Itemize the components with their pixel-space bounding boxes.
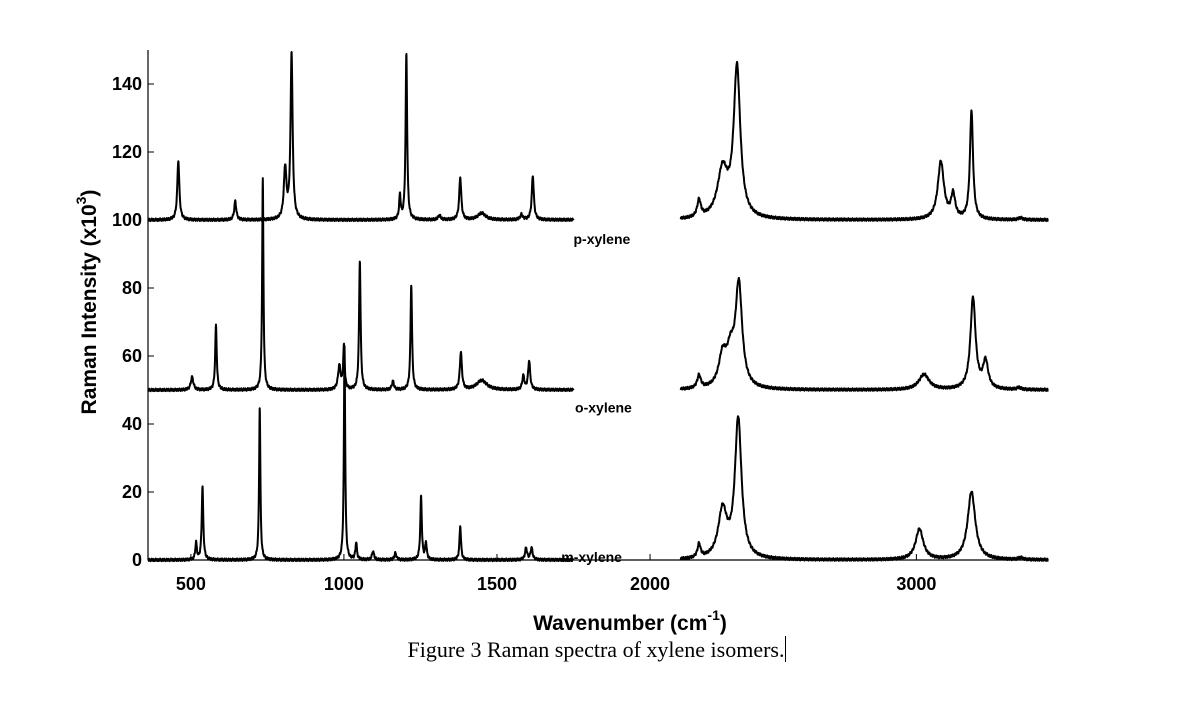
x-tick-label: 2000 — [630, 574, 670, 594]
series-m-xylene — [147, 345, 1049, 563]
y-tick-label: 60 — [122, 346, 142, 366]
series-label-o-xylene: o-xylene — [575, 400, 632, 416]
axes: 0 20 40 60 80 100 120 140 500 1000 1500 2000 3000 Wav… — [73, 50, 1048, 635]
y-tick-label: 140 — [112, 74, 142, 94]
x-axis-title: Wavenumber (cm-1) — [533, 607, 727, 635]
x-tick-label: 3000 — [896, 574, 936, 594]
x-axis-title-sup: -1 — [707, 607, 720, 623]
spectrum-line-o-xylene-1 — [147, 177, 575, 393]
raman-spectra-chart: 0 20 40 60 80 100 120 140 500 1000 1500 2000 3000 Wav… — [73, 50, 1049, 635]
x-axis-title-suffix: ) — [720, 612, 727, 635]
x-axis-title-text: Wavenumber (cm — [533, 612, 707, 635]
series-label-m-xylene: m-xylene — [561, 549, 622, 565]
y-tick-label: 80 — [122, 278, 142, 298]
spectrum-line-o-xylene-2 — [679, 276, 1049, 392]
x-tick-label: 1500 — [477, 574, 517, 594]
spectrum-line-m-xylene-1 — [147, 345, 575, 563]
spectrum-line-m-xylene-2 — [679, 415, 1049, 562]
y-tick-label: 0 — [132, 550, 142, 570]
y-axis-title-suffix: ) — [78, 190, 101, 197]
y-axis-title-sup: 3 — [73, 196, 89, 204]
spectrum-line-p-xylene-1 — [147, 51, 575, 223]
x-tick-label: 500 — [176, 574, 206, 594]
y-tick-label: 20 — [122, 482, 142, 502]
figure-caption-text: Figure 3 Raman spectra of xylene isomers… — [407, 637, 785, 662]
series-p-xylene — [147, 51, 1049, 223]
y-axis-title: Raman Intensity (x103) — [73, 190, 101, 415]
y-axis-title-text: Raman Intensity (x10 — [78, 204, 101, 414]
figure-caption: Figure 3 Raman spectra of xylene isomers… — [0, 636, 1194, 663]
spectrum-line-p-xylene-2 — [679, 60, 1049, 223]
y-tick-label: 120 — [112, 142, 142, 162]
labels-layer: p-xylene o-xylene m-xylene — [561, 231, 632, 565]
y-tick-label: 40 — [122, 414, 142, 434]
y-tick-label: 100 — [112, 210, 142, 230]
series-o-xylene — [147, 177, 1049, 393]
series-layer — [147, 51, 1049, 563]
series-label-p-xylene: p-xylene — [574, 231, 631, 247]
text-cursor — [785, 636, 787, 662]
x-tick-label: 1000 — [324, 574, 364, 594]
